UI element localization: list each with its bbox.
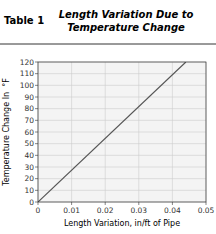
grid-line: [38, 85, 206, 86]
tick-label: 60: [24, 128, 34, 137]
x-axis-label: Length Variation, in/ft of Pipe: [64, 219, 180, 228]
grid-line: [38, 108, 206, 109]
title: Length Variation Due toTemperature Chang…: [59, 9, 194, 33]
tick-label: 0.04: [164, 206, 181, 215]
tick-label: 10: [24, 186, 34, 195]
tick: [35, 85, 38, 86]
grid-line: [38, 132, 206, 133]
tick: [172, 202, 173, 205]
tick-label: 110: [20, 69, 35, 78]
tick: [35, 190, 38, 191]
tick-label: 0.01: [63, 206, 80, 215]
tick-label: 30: [24, 163, 34, 172]
chart: Table 1 Length Variation Due toTemperatur…: [0, 0, 216, 234]
series: [38, 62, 186, 202]
grid-line: [38, 190, 206, 191]
tick-label: 90: [24, 93, 34, 102]
grid-line: [38, 73, 206, 74]
annotation: Table 1: [4, 15, 44, 26]
tick: [35, 73, 38, 74]
tick: [38, 202, 39, 205]
tick: [35, 155, 38, 156]
tick: [35, 97, 38, 98]
tick-label: 0.05: [198, 206, 215, 215]
grid-line: [38, 167, 206, 168]
tick: [105, 202, 106, 205]
grid-line: [38, 97, 206, 98]
grid: [38, 62, 206, 202]
tick: [71, 202, 72, 205]
tick-label: 50: [24, 139, 34, 148]
tick-label: 0.03: [130, 206, 147, 215]
y-axis-label: Temperature Change In °F: [2, 78, 11, 187]
tick: [35, 108, 38, 109]
tick-label: 0: [29, 198, 34, 207]
tick: [35, 62, 38, 63]
divider: [0, 44, 216, 45]
grid-line: [38, 143, 206, 144]
tick: [35, 132, 38, 133]
tick-label: 20: [24, 174, 34, 183]
tick: [35, 120, 38, 121]
tick: [35, 178, 38, 179]
tick-label: 40: [24, 151, 34, 160]
tick: [35, 202, 38, 203]
tick: [35, 167, 38, 168]
tick: [206, 202, 207, 205]
tick-label: 0.02: [97, 206, 114, 215]
frame: [38, 62, 206, 202]
tick-label: 0: [36, 206, 41, 215]
grid-line: [38, 155, 206, 156]
tick-label: 120: [20, 58, 35, 67]
tick-label: 70: [24, 116, 34, 125]
tick: [35, 143, 38, 144]
tick: [138, 202, 139, 205]
grid-line: [38, 120, 206, 121]
line: [38, 62, 186, 202]
tick-label: 80: [24, 104, 34, 113]
plot-area: [38, 62, 206, 202]
tick-label: 100: [20, 81, 35, 90]
